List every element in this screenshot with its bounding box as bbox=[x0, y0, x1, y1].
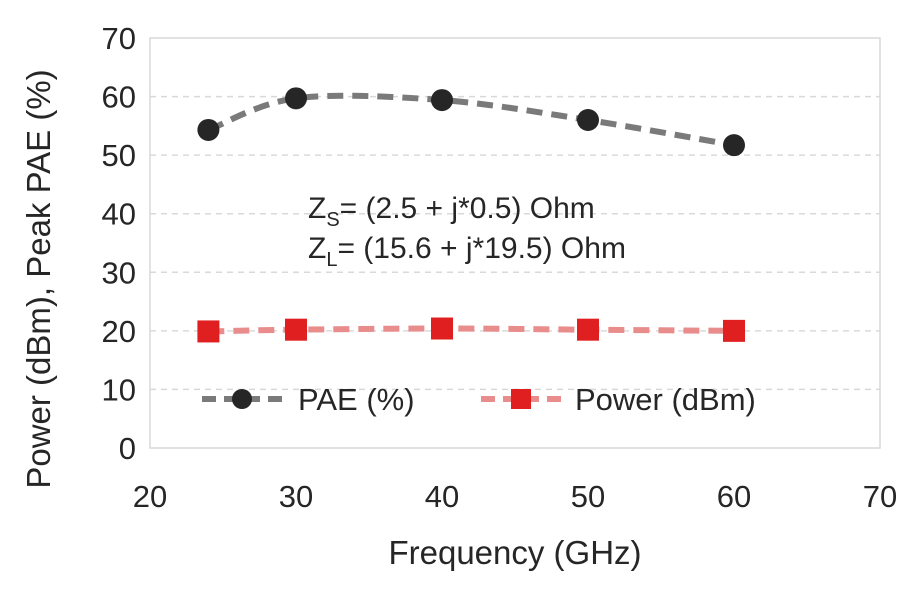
x-tick-label: 40 bbox=[425, 479, 459, 514]
data-point bbox=[197, 320, 220, 343]
data-point bbox=[431, 89, 453, 112]
y-tick-label: 50 bbox=[102, 138, 136, 173]
data-point bbox=[577, 318, 599, 341]
legend-pae-marker bbox=[232, 389, 252, 409]
legend-pae-label: PAE (%) bbox=[298, 382, 415, 417]
data-point bbox=[285, 87, 307, 110]
annotation-source-impedance: ZS= (2.5 + j*0.5) Ohm bbox=[308, 192, 595, 231]
data-point bbox=[577, 109, 599, 131]
x-tick-labels: 20 30 40 50 60 70 bbox=[133, 479, 897, 514]
y-axis-title: Power (dBm), Peak PAE (%) bbox=[20, 69, 57, 488]
legend-power-label: Power (dBm) bbox=[575, 382, 756, 417]
series-pae bbox=[197, 87, 745, 157]
y-tick-labels: 0 10 20 30 40 50 60 70 bbox=[102, 21, 136, 466]
x-tick-label: 20 bbox=[133, 479, 167, 514]
data-point bbox=[723, 319, 745, 342]
series-line bbox=[207, 92, 735, 149]
x-axis-title: Frequency (GHz) bbox=[388, 534, 641, 571]
y-tick-label: 40 bbox=[102, 197, 136, 232]
y-tick-label: 0 bbox=[119, 431, 136, 466]
legend: PAE (%) Power (dBm) bbox=[202, 382, 756, 417]
x-tick-label: 30 bbox=[279, 479, 313, 514]
plot-frame bbox=[149, 37, 881, 449]
data-point bbox=[285, 318, 307, 341]
data-point bbox=[431, 317, 453, 340]
series-layer bbox=[197, 87, 745, 343]
y-tick-label: 30 bbox=[102, 255, 136, 290]
annotation-load-impedance: ZL= (15.6 + j*19.5) Ohm bbox=[308, 232, 626, 271]
y-tick-label: 60 bbox=[102, 80, 136, 115]
data-point bbox=[723, 134, 745, 157]
series-power bbox=[197, 317, 745, 343]
x-tick-label: 70 bbox=[863, 479, 897, 514]
y-tick-label: 10 bbox=[102, 372, 136, 407]
x-tick-label: 60 bbox=[717, 479, 751, 514]
y-tick-label: 70 bbox=[102, 21, 136, 56]
data-point bbox=[197, 118, 220, 141]
x-tick-label: 50 bbox=[571, 479, 605, 514]
y-tick-label: 20 bbox=[102, 314, 136, 349]
legend-power-marker bbox=[511, 389, 531, 409]
